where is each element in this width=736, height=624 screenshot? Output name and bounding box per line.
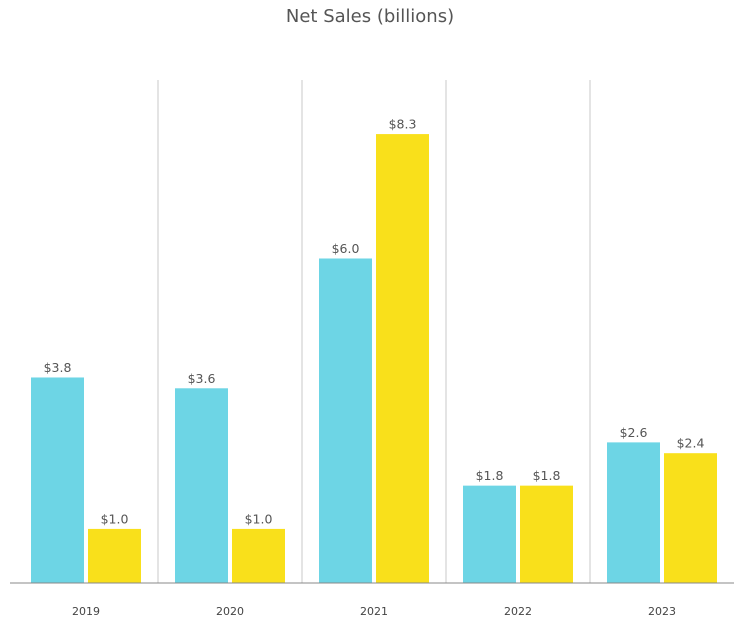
chart-title: Net Sales (billions) (286, 6, 454, 27)
data-label: $1.8 (533, 468, 561, 483)
x-tick-label: 2021 (360, 605, 388, 618)
x-tick-label: 2022 (504, 605, 532, 618)
data-label: $2.6 (620, 425, 648, 440)
data-label: $1.0 (245, 511, 273, 526)
bar (664, 453, 717, 583)
data-label: $8.3 (389, 117, 417, 132)
x-tick-label: 2019 (72, 605, 100, 618)
x-tick-label: 2020 (216, 605, 244, 618)
bar (607, 442, 660, 583)
bar (520, 485, 573, 583)
data-label: $3.8 (44, 360, 72, 375)
x-tick-label: 2023 (648, 605, 676, 618)
bar (463, 485, 516, 583)
bar (175, 388, 228, 583)
data-label: $1.8 (476, 468, 504, 483)
data-label: $1.0 (101, 511, 129, 526)
data-label: $6.0 (332, 241, 360, 256)
bar (376, 134, 429, 583)
bar (232, 528, 285, 583)
bar (31, 377, 84, 583)
bar (319, 258, 372, 583)
data-label: $3.6 (188, 371, 216, 386)
data-label: $2.4 (677, 436, 705, 451)
bar (88, 528, 141, 583)
